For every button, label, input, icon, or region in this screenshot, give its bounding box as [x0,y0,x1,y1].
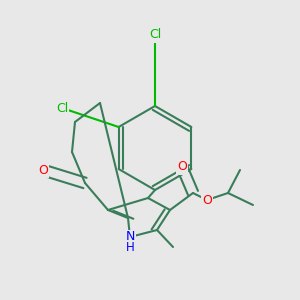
Text: Cl: Cl [56,101,68,115]
Text: O: O [38,164,48,176]
Text: H: H [126,241,134,254]
Text: Cl: Cl [149,28,161,41]
Text: N: N [125,230,135,244]
Text: O: O [202,194,212,206]
Text: O: O [177,160,187,173]
